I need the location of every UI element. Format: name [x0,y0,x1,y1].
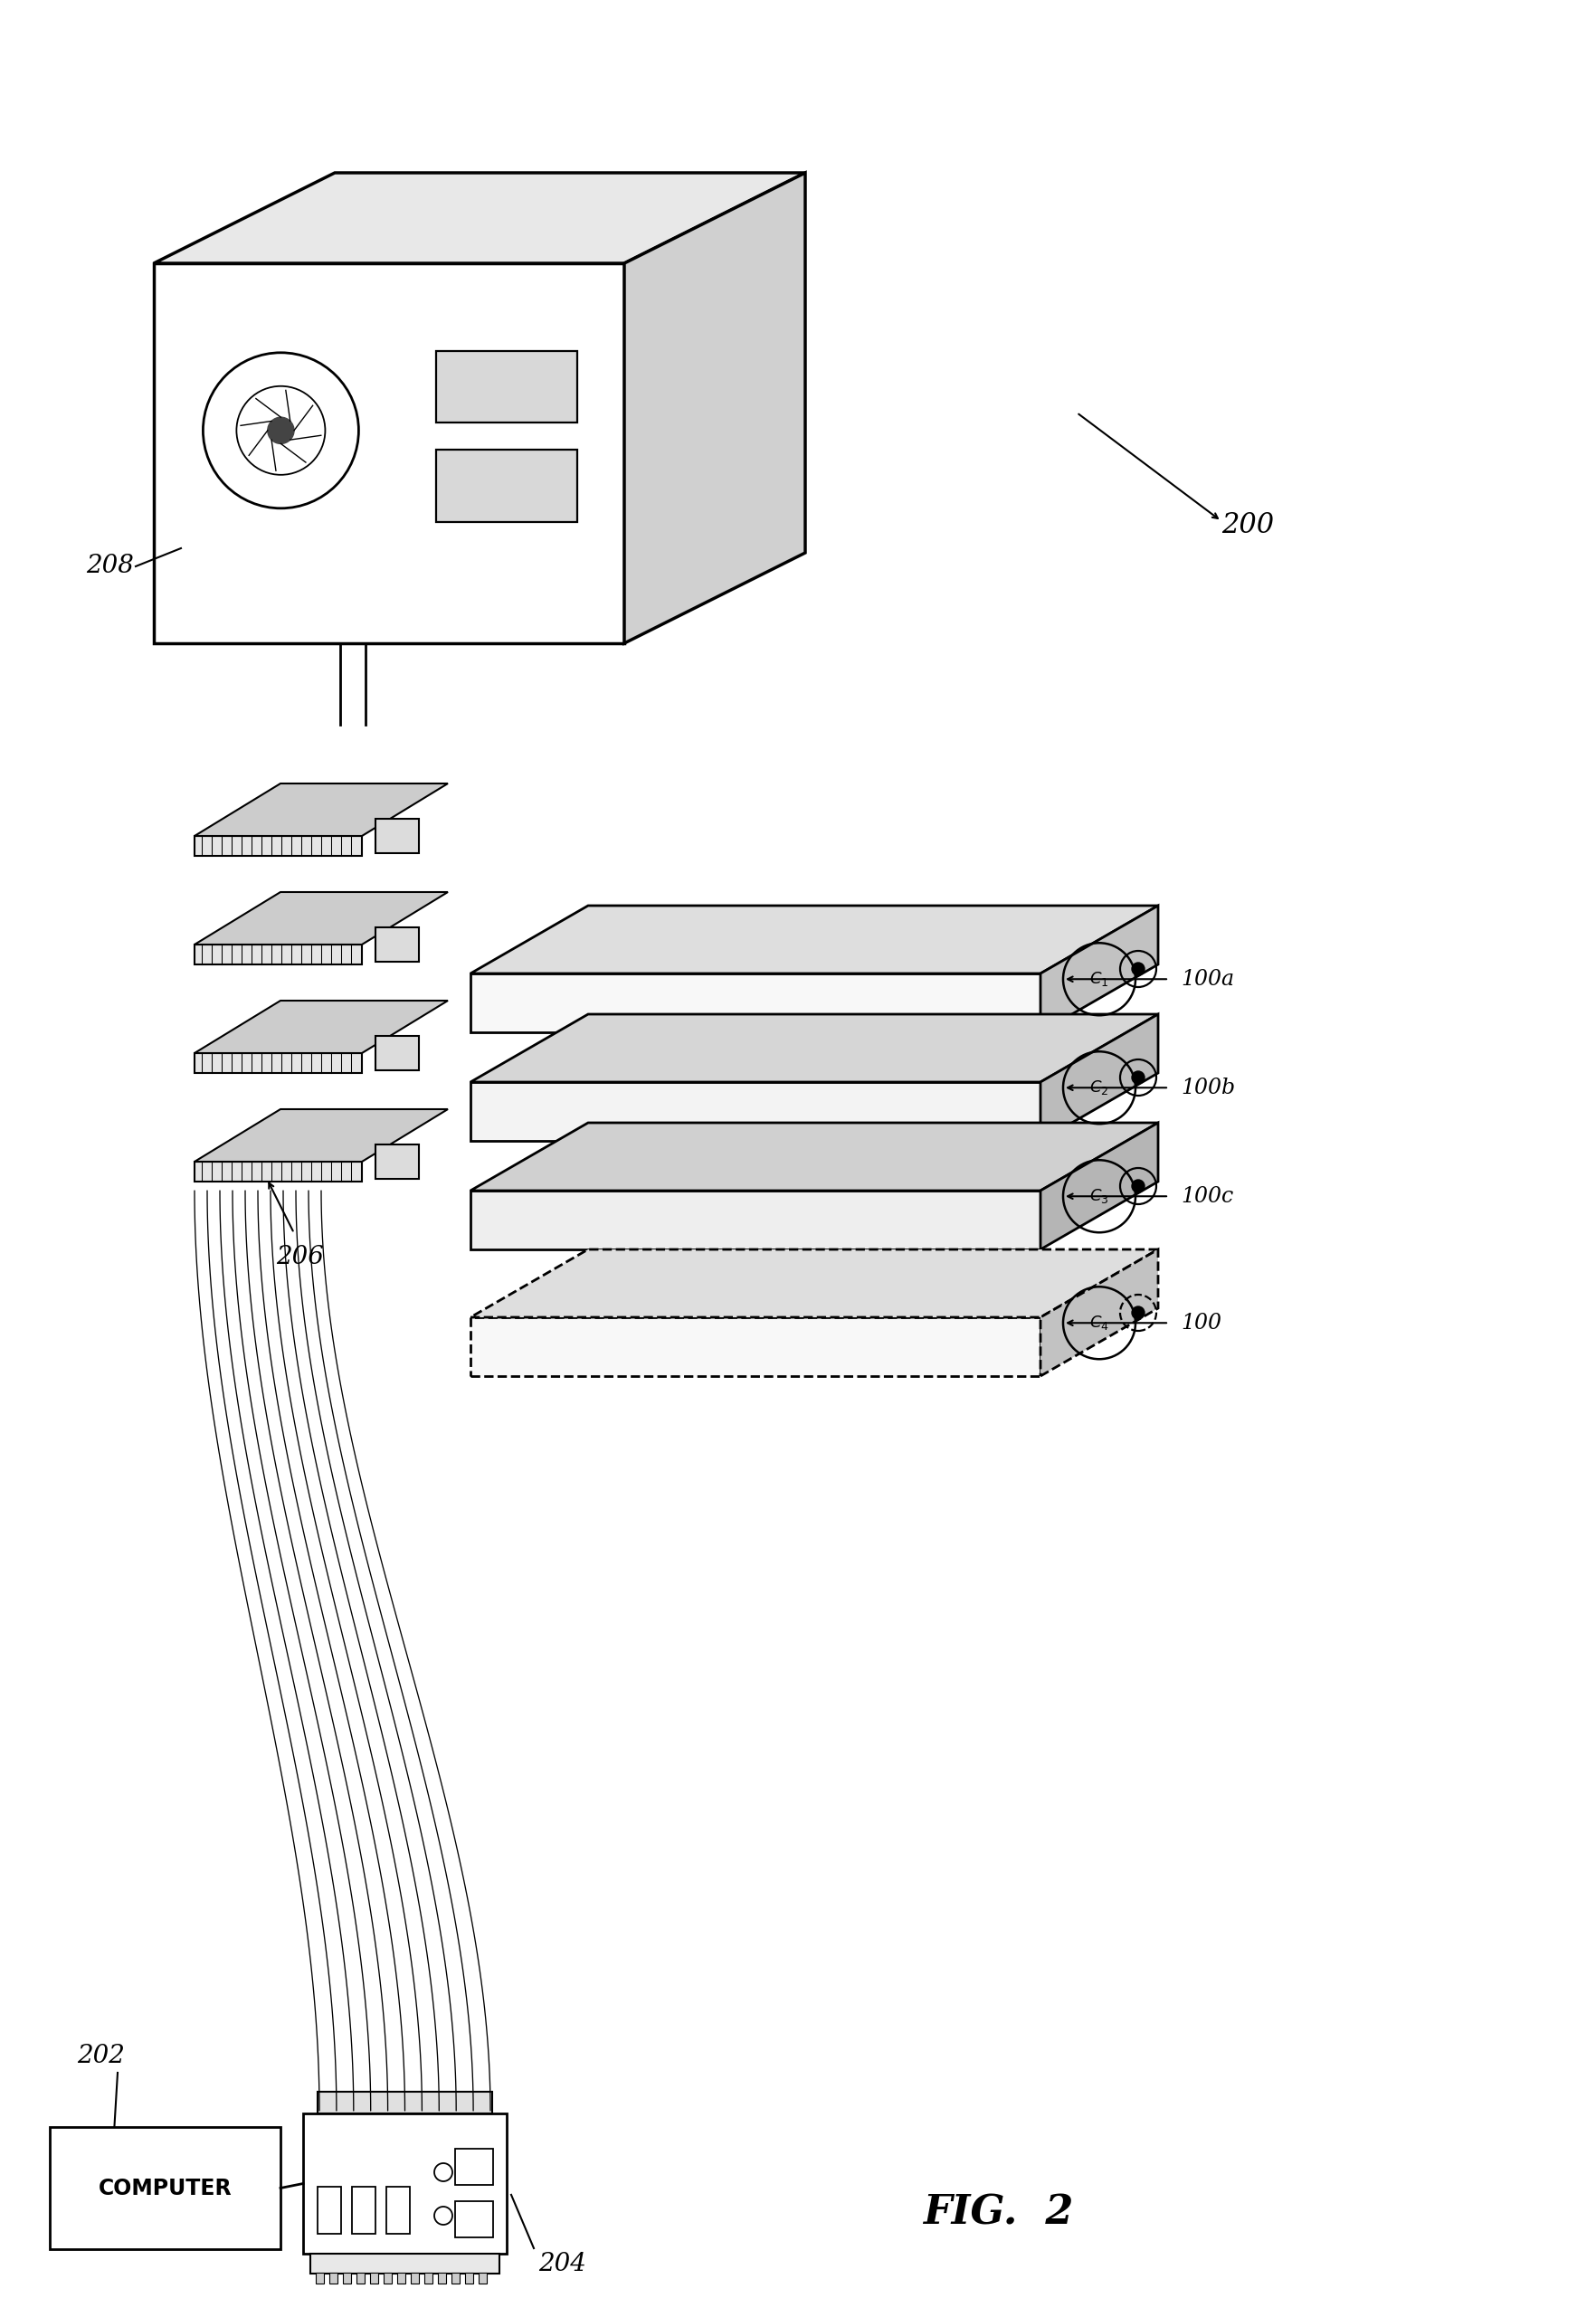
Polygon shape [195,783,448,836]
FancyBboxPatch shape [353,2187,375,2234]
FancyBboxPatch shape [452,2273,460,2285]
Circle shape [1132,1179,1144,1193]
FancyBboxPatch shape [437,2273,445,2285]
FancyBboxPatch shape [370,2273,378,2285]
Circle shape [1132,962,1144,975]
Polygon shape [471,906,1159,973]
Text: $C_3$: $C_3$ [1090,1186,1109,1205]
FancyBboxPatch shape [455,2148,493,2185]
Polygon shape [624,174,806,644]
Polygon shape [471,1082,1041,1140]
Polygon shape [153,264,624,644]
Text: 202: 202 [77,2044,124,2069]
FancyBboxPatch shape [375,818,418,853]
FancyBboxPatch shape [318,2092,492,2113]
Circle shape [268,417,294,443]
Circle shape [1132,1307,1144,1318]
Text: 208: 208 [86,554,134,579]
Text: 100: 100 [1181,1311,1221,1332]
FancyBboxPatch shape [425,2273,433,2285]
FancyBboxPatch shape [397,2273,405,2285]
Polygon shape [471,973,1041,1033]
Polygon shape [471,1191,1041,1249]
Polygon shape [195,836,362,855]
Text: 100b: 100b [1181,1077,1235,1098]
FancyBboxPatch shape [316,2273,324,2285]
FancyBboxPatch shape [386,2187,410,2234]
Text: COMPUTER: COMPUTER [99,2178,231,2199]
Text: 100c: 100c [1181,1186,1234,1207]
Polygon shape [195,1110,448,1161]
FancyBboxPatch shape [436,350,578,424]
Text: 100a: 100a [1181,969,1234,989]
Polygon shape [153,174,806,264]
FancyBboxPatch shape [436,449,578,521]
Polygon shape [1041,1015,1159,1140]
FancyBboxPatch shape [375,1036,418,1070]
FancyBboxPatch shape [383,2273,391,2285]
Polygon shape [195,1001,448,1054]
Polygon shape [195,892,448,945]
FancyBboxPatch shape [455,2201,493,2238]
Text: 206: 206 [276,1244,324,1270]
FancyBboxPatch shape [375,927,418,962]
FancyBboxPatch shape [375,1145,418,1179]
Polygon shape [471,1124,1159,1191]
Text: 204: 204 [538,2252,586,2278]
FancyBboxPatch shape [464,2273,472,2285]
Circle shape [1132,1070,1144,1084]
Polygon shape [1041,906,1159,1033]
Text: 200: 200 [1221,512,1274,540]
FancyBboxPatch shape [329,2273,337,2285]
Text: $C_2$: $C_2$ [1090,1080,1109,1096]
FancyBboxPatch shape [410,2273,418,2285]
Text: $C_4$: $C_4$ [1090,1314,1109,1332]
FancyBboxPatch shape [318,2187,342,2234]
FancyBboxPatch shape [343,2273,351,2285]
Polygon shape [471,1015,1159,1082]
FancyBboxPatch shape [356,2273,364,2285]
Polygon shape [471,1249,1159,1318]
Polygon shape [1041,1249,1159,1376]
FancyBboxPatch shape [479,2273,487,2285]
Polygon shape [195,1054,362,1073]
Polygon shape [471,1318,1041,1376]
FancyBboxPatch shape [310,2254,500,2273]
FancyBboxPatch shape [303,2113,506,2254]
FancyBboxPatch shape [49,2127,281,2250]
Polygon shape [1041,1124,1159,1249]
Polygon shape [195,945,362,964]
Polygon shape [195,1161,362,1182]
Text: FIG.  2: FIG. 2 [922,2194,1074,2231]
Text: $C_1$: $C_1$ [1090,971,1109,987]
